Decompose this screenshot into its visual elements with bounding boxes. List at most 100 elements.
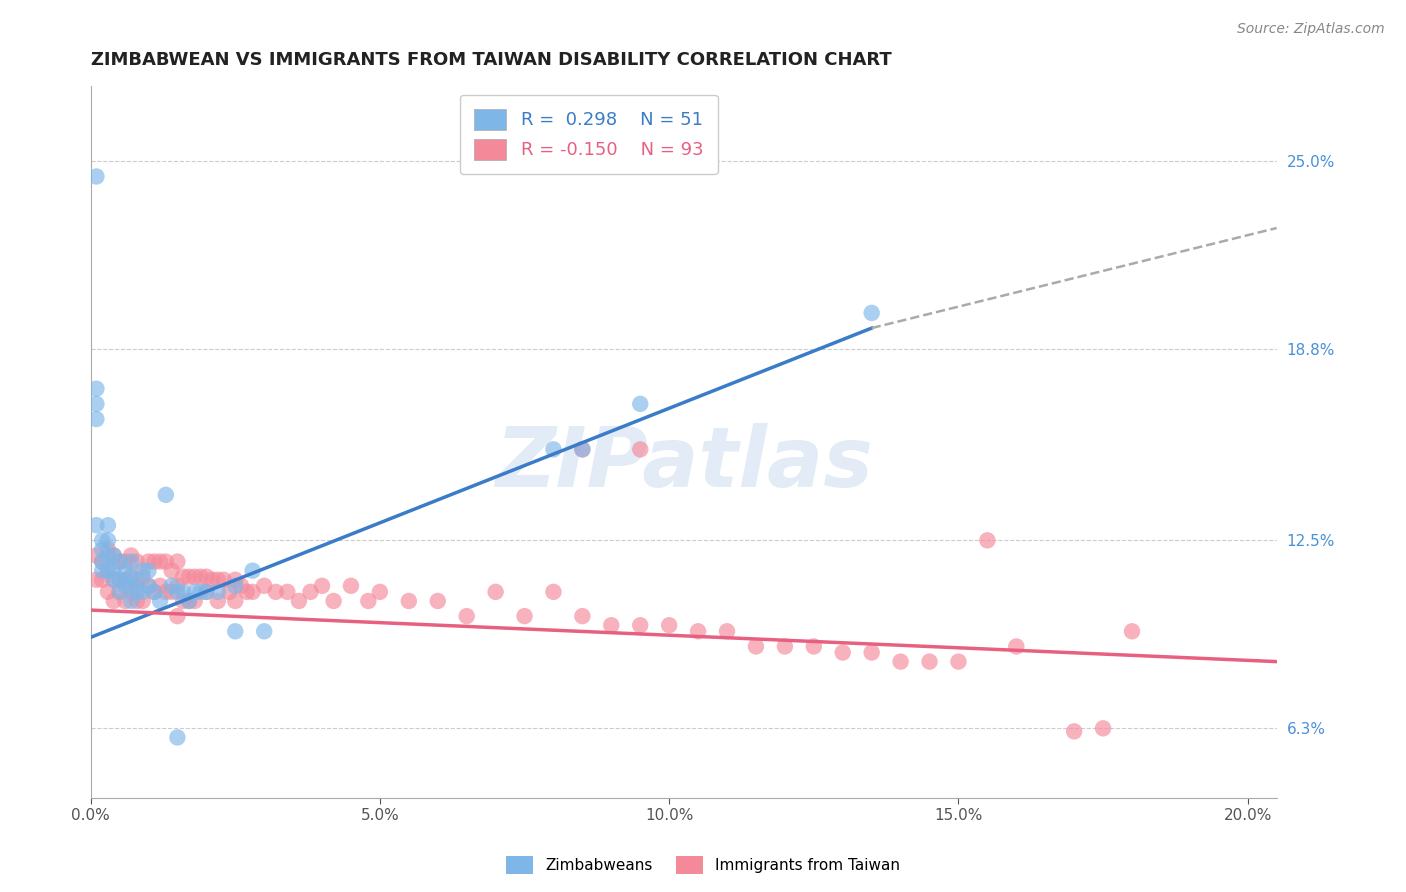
Point xyxy=(103,573,125,587)
Point xyxy=(658,618,681,632)
Point xyxy=(155,555,177,569)
Point xyxy=(948,655,970,669)
Point xyxy=(91,573,114,587)
Point xyxy=(860,306,883,320)
Point xyxy=(97,542,120,557)
Point xyxy=(155,585,177,599)
Point xyxy=(103,564,125,578)
Point xyxy=(976,533,998,548)
Point xyxy=(543,442,565,457)
Point xyxy=(242,585,264,599)
Point xyxy=(120,570,142,584)
Point xyxy=(340,579,363,593)
Point xyxy=(600,618,623,632)
Point xyxy=(426,594,449,608)
Point xyxy=(108,585,131,599)
Point xyxy=(628,618,651,632)
Point xyxy=(125,585,148,599)
Point xyxy=(860,646,883,660)
Text: Source: ZipAtlas.com: Source: ZipAtlas.com xyxy=(1237,22,1385,37)
Point xyxy=(890,655,912,669)
Point xyxy=(918,655,941,669)
Point xyxy=(177,594,200,608)
Legend: Zimbabweans, Immigrants from Taiwan: Zimbabweans, Immigrants from Taiwan xyxy=(499,850,907,880)
Point xyxy=(184,570,207,584)
Point xyxy=(131,564,153,578)
Point xyxy=(97,564,120,578)
Point xyxy=(138,564,160,578)
Point xyxy=(143,555,166,569)
Point xyxy=(91,533,114,548)
Point xyxy=(91,542,114,557)
Point xyxy=(224,594,246,608)
Point xyxy=(236,585,259,599)
Point xyxy=(166,555,188,569)
Point xyxy=(172,570,194,584)
Point xyxy=(86,412,108,426)
Point xyxy=(91,555,114,569)
Point xyxy=(108,555,131,569)
Point xyxy=(1121,624,1143,639)
Point xyxy=(831,646,853,660)
Point xyxy=(166,609,188,624)
Point xyxy=(299,585,322,599)
Point xyxy=(264,585,287,599)
Point xyxy=(184,585,207,599)
Point xyxy=(484,585,506,599)
Point xyxy=(571,442,593,457)
Point xyxy=(172,594,194,608)
Point xyxy=(91,555,114,569)
Point xyxy=(91,564,114,578)
Point xyxy=(311,579,333,593)
Point xyxy=(103,594,125,608)
Point xyxy=(229,579,252,593)
Point xyxy=(97,518,120,533)
Point xyxy=(716,624,738,639)
Text: ZIMBABWEAN VS IMMIGRANTS FROM TAIWAN DISABILITY CORRELATION CHART: ZIMBABWEAN VS IMMIGRANTS FROM TAIWAN DIS… xyxy=(90,51,891,69)
Point xyxy=(688,624,710,639)
Point xyxy=(114,564,136,578)
Point xyxy=(114,594,136,608)
Point xyxy=(97,564,120,578)
Point xyxy=(322,594,344,608)
Point xyxy=(276,585,298,599)
Point xyxy=(120,570,142,584)
Point xyxy=(195,570,218,584)
Point xyxy=(628,397,651,411)
Point xyxy=(131,594,153,608)
Point xyxy=(184,594,207,608)
Point xyxy=(97,549,120,563)
Point xyxy=(543,585,565,599)
Point xyxy=(138,579,160,593)
Point xyxy=(114,555,136,569)
Point xyxy=(108,585,131,599)
Point xyxy=(224,573,246,587)
Point xyxy=(138,555,160,569)
Point xyxy=(114,573,136,587)
Point xyxy=(149,594,172,608)
Point xyxy=(166,731,188,745)
Point xyxy=(456,609,478,624)
Point xyxy=(86,549,108,563)
Point xyxy=(195,585,218,599)
Point xyxy=(108,573,131,587)
Point xyxy=(773,640,796,654)
Point xyxy=(1092,722,1115,736)
Point xyxy=(224,624,246,639)
Point xyxy=(125,555,148,569)
Point xyxy=(177,594,200,608)
Point xyxy=(125,579,148,593)
Point xyxy=(207,594,229,608)
Point xyxy=(131,570,153,584)
Legend: R =  0.298    N = 51, R = -0.150    N = 93: R = 0.298 N = 51, R = -0.150 N = 93 xyxy=(460,95,718,174)
Point xyxy=(190,570,212,584)
Point xyxy=(513,609,536,624)
Point xyxy=(120,594,142,608)
Point xyxy=(195,585,218,599)
Point xyxy=(143,585,166,599)
Point xyxy=(190,585,212,599)
Point xyxy=(97,585,120,599)
Point xyxy=(86,397,108,411)
Point xyxy=(120,579,142,593)
Point xyxy=(166,579,188,593)
